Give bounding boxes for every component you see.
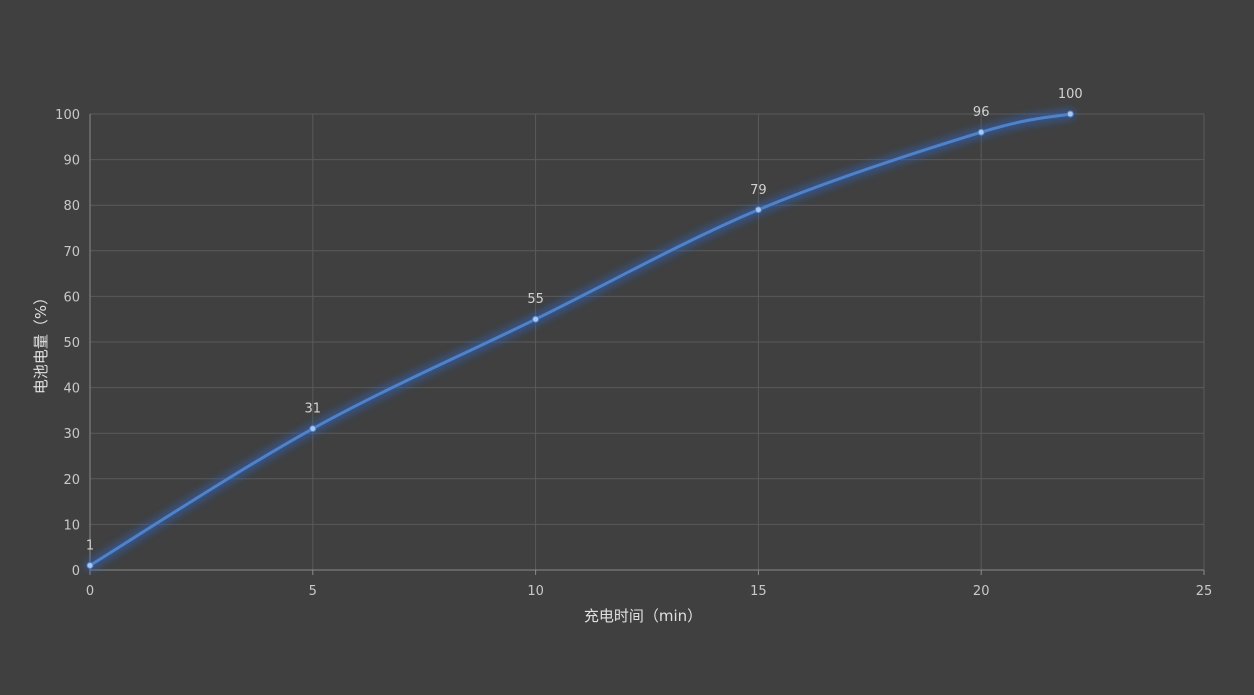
data-point xyxy=(86,561,94,569)
y-tick-label: 90 xyxy=(63,154,80,169)
y-tick-label: 100 xyxy=(55,108,80,123)
x-tick-label: 15 xyxy=(750,584,767,599)
data-point xyxy=(977,128,985,136)
grid xyxy=(90,113,1205,570)
y-tick-label: 70 xyxy=(63,245,80,260)
y-tick-label: 80 xyxy=(63,199,80,214)
y-tick-label: 50 xyxy=(63,336,80,351)
x-tick-label: 25 xyxy=(1196,584,1213,599)
y-tick-label: 60 xyxy=(63,290,80,305)
data-label: 79 xyxy=(750,183,767,198)
y-tick-label: 20 xyxy=(63,473,80,488)
x-axis-title: 充电时间（min） xyxy=(584,607,702,625)
data-label: 96 xyxy=(973,105,990,120)
y-tick-label: 0 xyxy=(72,564,80,579)
data-point xyxy=(754,206,762,214)
data-point xyxy=(1066,110,1074,118)
data-label: 1 xyxy=(86,538,94,553)
series-layer xyxy=(85,109,1076,571)
x-tick-label: 5 xyxy=(309,584,317,599)
data-label: 31 xyxy=(305,402,322,417)
data-label: 100 xyxy=(1058,87,1083,102)
x-tick-label: 10 xyxy=(527,584,544,599)
axes: 0 10 20 30 40 50 60 70 80 90 100 0 5 10 15 20 25 xyxy=(55,108,1212,599)
y-tick-label: 10 xyxy=(63,518,80,533)
y-tick-label: 40 xyxy=(63,382,80,397)
series-line-glow xyxy=(85,109,1076,571)
data-point xyxy=(309,425,317,433)
x-tick-label: 20 xyxy=(973,584,990,599)
data-label: 55 xyxy=(527,292,544,307)
data-labels: 1 31 55 79 96 100 xyxy=(86,87,1083,553)
y-axis-title: 电池电量（%） xyxy=(32,290,50,394)
x-tick-label: 0 xyxy=(86,584,94,599)
y-tick-label: 30 xyxy=(63,427,80,442)
data-point xyxy=(532,315,540,323)
series-line xyxy=(88,112,1072,567)
